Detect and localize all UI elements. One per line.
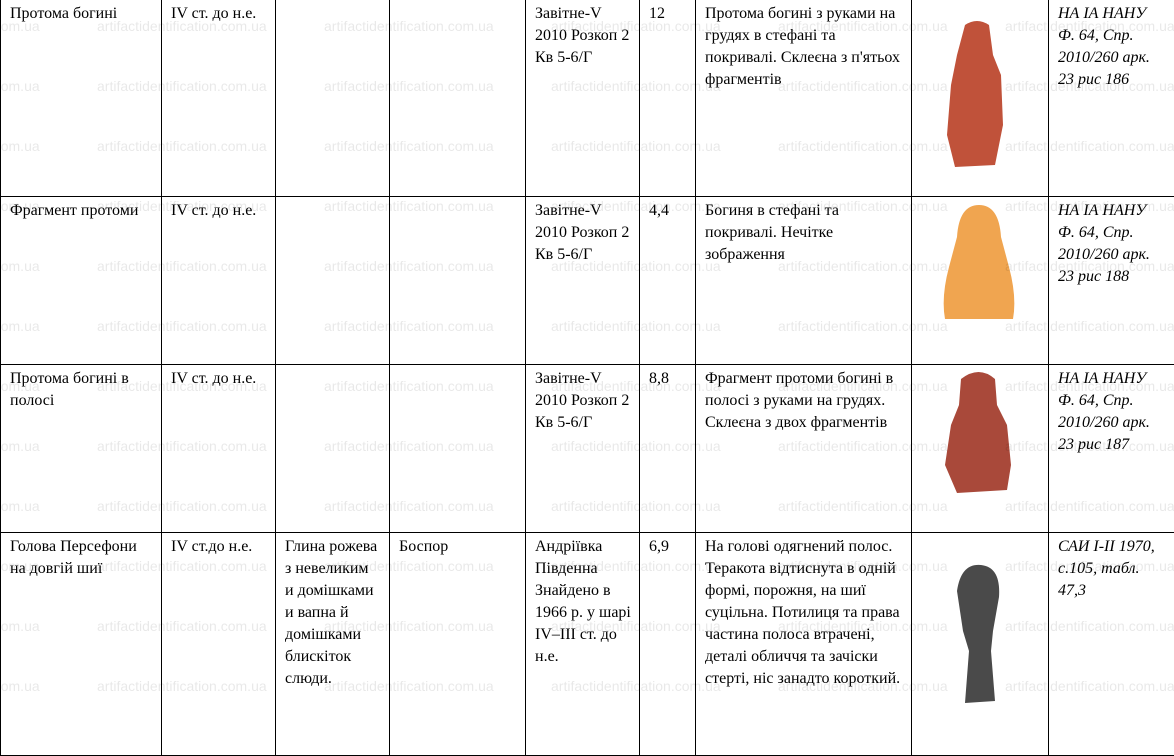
cell-name: Протома богині в полосі	[1, 365, 162, 533]
cell-find: Завітне-V 2010 Розкоп 2 Кв 5-6/Г	[526, 0, 640, 197]
cell-reference: САИ І-ІІ 1970, с.105, табл. 47,3	[1049, 533, 1174, 756]
cell-origin	[390, 197, 526, 365]
cell-size: 8,8	[640, 365, 696, 533]
artifact-photo	[912, 0, 1049, 197]
artifact-photo	[912, 533, 1049, 756]
cell-find: Завітне-V 2010 Розкоп 2 Кв 5-6/Г	[526, 197, 640, 365]
cell-name: Голова Персефони на довгій шиї	[1, 533, 162, 756]
artifact-photo	[912, 365, 1049, 533]
cell-name: Протома богині	[1, 0, 162, 197]
cell-find: Завітне-V 2010 Розкоп 2 Кв 5-6/Г	[526, 365, 640, 533]
figurine-image	[935, 561, 1025, 721]
cell-reference: НА ІА НАНУ Ф. 64, Спр. 2010/260 арк. 23 …	[1049, 365, 1174, 533]
cell-size: 6,9	[640, 533, 696, 756]
artifact-photo	[912, 197, 1049, 365]
cell-origin	[390, 365, 526, 533]
cell-description: Богиня в стефані та покривалі. Нечітке з…	[696, 197, 912, 365]
cell-material	[276, 197, 390, 365]
cell-name: Фрагмент протоми	[1, 197, 162, 365]
cell-origin: Боспор	[390, 533, 526, 756]
cell-material: Глина рожева з невеликим и домішками и в…	[276, 533, 390, 756]
figurine-image	[935, 15, 1025, 175]
cell-size: 4,4	[640, 197, 696, 365]
cell-material	[276, 0, 390, 197]
cell-reference: НА ІА НАНУ Ф. 64, Спр. 2010/260 арк. 23 …	[1049, 197, 1174, 365]
cell-size: 12	[640, 0, 696, 197]
cell-find: Андріївка Південна Знайдено в 1966 р. у …	[526, 533, 640, 756]
cell-date: IV ст. до н.е.	[162, 365, 276, 533]
cell-description: Фрагмент протоми богині в полосі з рукам…	[696, 365, 912, 533]
figurine-image	[935, 365, 1025, 525]
cell-material	[276, 365, 390, 533]
cell-description: На голові одягнений полос. Теракота відт…	[696, 533, 912, 756]
cell-date: IV ст. до н.е.	[162, 0, 276, 197]
cell-description: Протома богині з руками на грудях в стеф…	[696, 0, 912, 197]
cell-origin	[390, 0, 526, 197]
figurine-image	[935, 197, 1025, 357]
cell-reference: НА ІА НАНУ Ф. 64, Спр. 2010/260 арк. 23 …	[1049, 0, 1174, 197]
cell-date: IV ст. до н.е.	[162, 197, 276, 365]
cell-date: IV ст.до н.е.	[162, 533, 276, 756]
